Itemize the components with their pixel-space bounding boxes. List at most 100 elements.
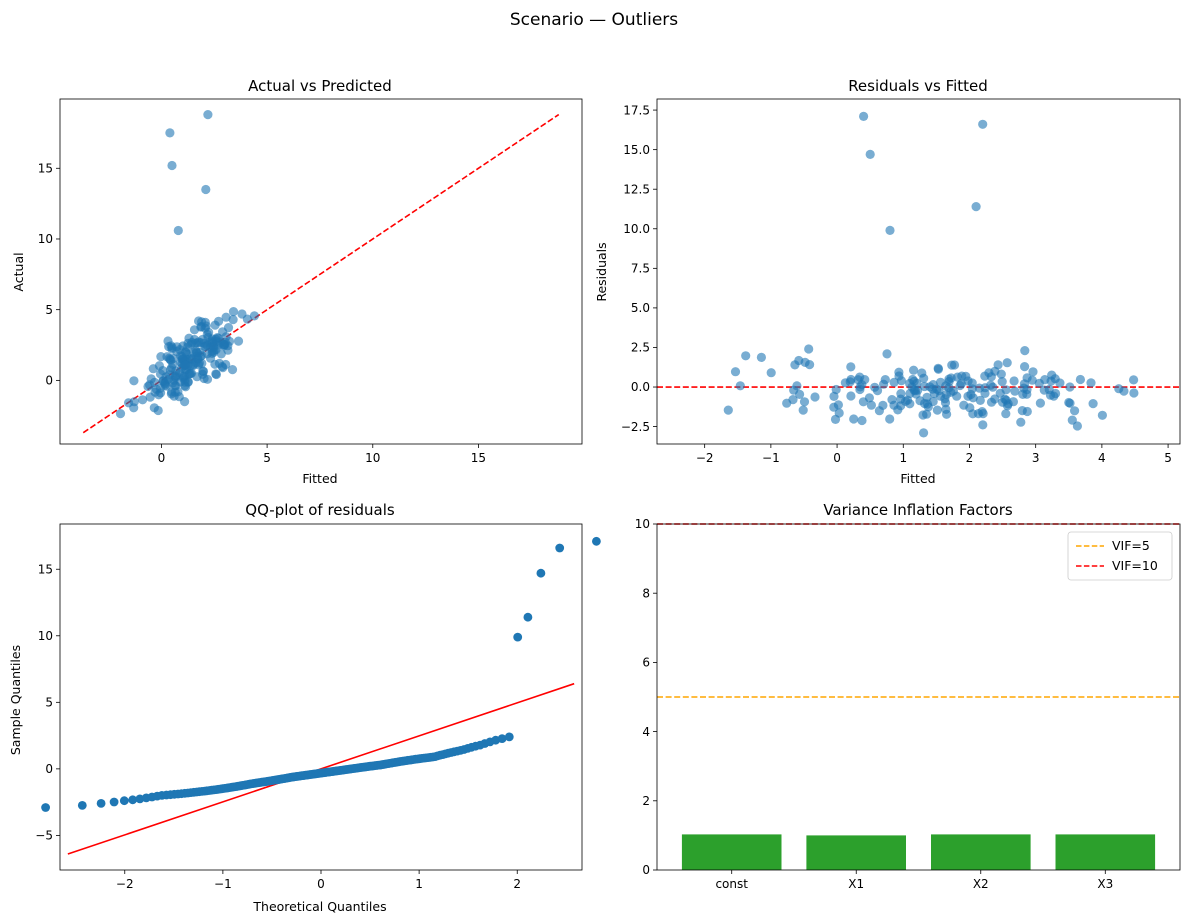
- data-point: [849, 414, 859, 424]
- x-tick-label: 4: [1098, 451, 1106, 465]
- y-tick-label: 0: [45, 374, 53, 388]
- data-point: [1001, 395, 1011, 405]
- y-tick-label: 0: [642, 863, 650, 877]
- data-point: [1065, 398, 1075, 408]
- data-point: [730, 367, 741, 377]
- data-point: [1129, 388, 1139, 398]
- data-point: [879, 379, 889, 389]
- data-point: [109, 797, 119, 807]
- data-point: [203, 110, 213, 120]
- data-point: [227, 365, 238, 375]
- data-point: [214, 316, 224, 326]
- data-point: [975, 395, 985, 405]
- data-point: [180, 381, 190, 391]
- data-point: [41, 803, 50, 812]
- data-point: [942, 409, 952, 419]
- data-point: [233, 336, 244, 346]
- data-point: [887, 395, 897, 405]
- data-point: [96, 799, 106, 808]
- legend: VIF=5 VIF=10: [1067, 531, 1173, 581]
- data-point: [192, 372, 202, 382]
- data-point: [932, 405, 943, 415]
- data-point: [859, 111, 869, 121]
- data-point: [223, 323, 234, 333]
- data-point: [846, 391, 856, 401]
- data-point: [228, 315, 238, 325]
- data-point: [228, 307, 239, 317]
- data-point: [242, 314, 252, 324]
- data-point: [536, 568, 546, 578]
- data-point: [865, 149, 875, 159]
- data-point: [988, 382, 998, 392]
- data-point: [799, 397, 810, 407]
- y-axis-label: Actual: [11, 252, 26, 291]
- data-point: [948, 386, 959, 396]
- data-point: [1072, 421, 1082, 431]
- data-point: [1028, 367, 1038, 377]
- data-point: [949, 360, 960, 370]
- data-point: [162, 352, 172, 362]
- data-point: [513, 632, 523, 642]
- panel-title: Variance Inflation Factors: [823, 501, 1013, 519]
- panel-title: Residuals vs Fitted: [848, 77, 988, 95]
- data-point: [1065, 382, 1075, 392]
- data-point: [497, 734, 507, 743]
- data-point: [1129, 375, 1139, 385]
- data-point: [249, 311, 259, 321]
- plot-frame: [59, 523, 583, 871]
- data-point: [940, 398, 951, 408]
- y-tick-label: 10: [635, 517, 650, 531]
- y-tick-label: 15: [38, 562, 53, 576]
- data-point: [909, 365, 919, 375]
- data-point: [164, 370, 174, 380]
- data-point: [215, 337, 225, 347]
- y-tick-label: 15: [38, 161, 53, 175]
- data-point: [115, 409, 126, 419]
- data-point: [741, 351, 751, 361]
- data-point: [977, 407, 987, 417]
- data-point: [829, 391, 839, 401]
- data-point: [933, 364, 944, 374]
- data-point: [170, 387, 180, 397]
- data-point: [172, 342, 182, 352]
- data-point: [952, 372, 963, 382]
- x-tick-label: 0: [317, 877, 325, 891]
- vif-bar-const: [681, 834, 782, 870]
- panel-qq-plot: QQ-plot of residuals Theoretical Quantil…: [8, 501, 601, 914]
- data-point: [1040, 375, 1050, 385]
- x-tick-label: X1: [848, 877, 864, 891]
- data-point: [187, 337, 197, 347]
- data-point: [1055, 378, 1065, 388]
- data-point: [208, 338, 218, 348]
- y-tick-label: 0: [45, 762, 53, 776]
- data-point: [129, 376, 139, 386]
- x-tick-label: 3: [1032, 451, 1040, 465]
- data-point: [1022, 373, 1032, 383]
- data-point: [200, 341, 210, 352]
- data-point: [885, 414, 895, 424]
- x-tick-label: −1: [214, 877, 232, 891]
- data-point: [1075, 374, 1085, 385]
- data-point: [929, 388, 940, 399]
- data-point: [978, 420, 988, 430]
- data-point: [124, 398, 134, 408]
- data-point: [1016, 417, 1026, 427]
- data-point: [978, 119, 988, 129]
- x-tick-label: 5: [1164, 451, 1172, 465]
- data-point: [902, 395, 913, 405]
- data-point: [181, 347, 191, 357]
- data-point: [1001, 409, 1011, 419]
- data-point: [893, 405, 903, 415]
- data-point: [1051, 388, 1061, 399]
- data-point: [178, 371, 188, 382]
- data-point: [1009, 376, 1019, 386]
- data-point: [857, 415, 867, 426]
- data-point: [167, 363, 177, 373]
- data-point: [167, 160, 177, 171]
- data-point: [830, 414, 841, 424]
- data-point: [1097, 410, 1107, 420]
- x-tick-label: X3: [1097, 877, 1113, 891]
- data-point: [210, 359, 220, 369]
- data-point: [896, 376, 907, 386]
